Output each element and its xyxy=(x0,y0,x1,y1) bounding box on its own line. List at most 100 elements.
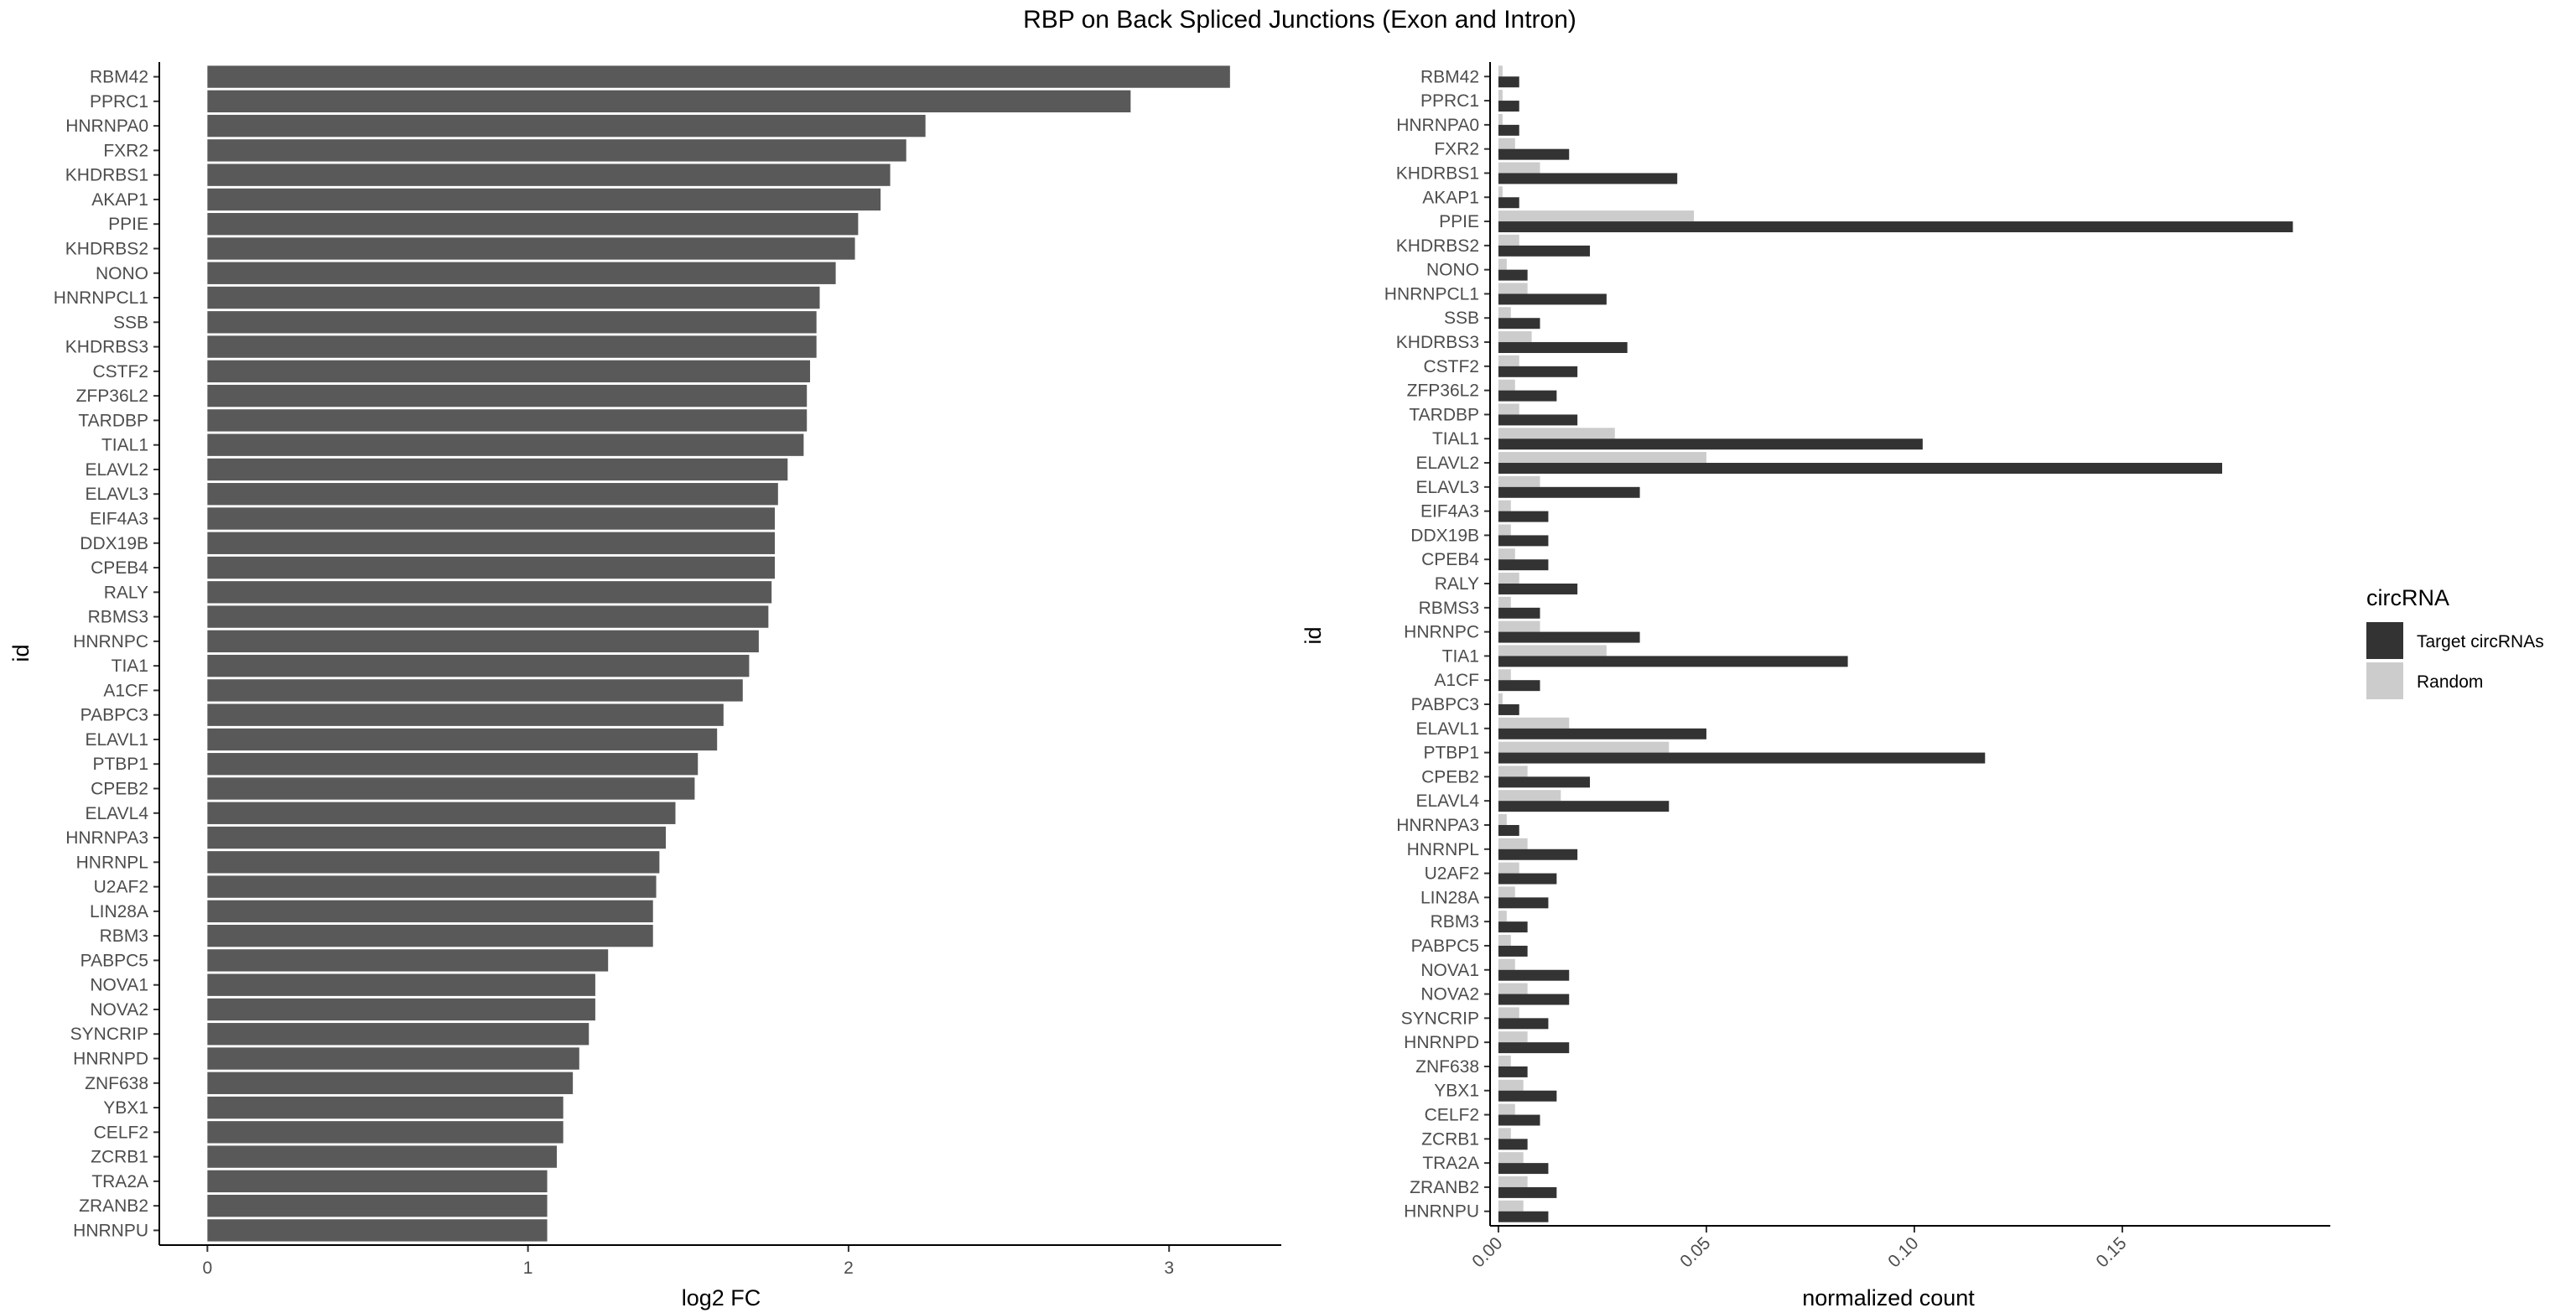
y-tick-label: CELF2 xyxy=(94,1123,148,1142)
bar-hnrnpa3 xyxy=(207,826,667,849)
bar-random-zfp36l2 xyxy=(1498,379,1515,391)
bar-eif4a3 xyxy=(207,507,775,530)
y-tick-label: CPEB2 xyxy=(1421,767,1479,786)
bar-target-khdrbs3 xyxy=(1498,342,1628,353)
bar-tia1 xyxy=(207,654,750,677)
y-tick-label: PPIE xyxy=(108,215,148,234)
bar-target-rbm3 xyxy=(1498,921,1528,933)
bar-random-ddx19b xyxy=(1498,524,1511,536)
bar-zfp36l2 xyxy=(207,384,808,407)
bar-target-tia1 xyxy=(1498,656,1848,667)
bar-target-cstf2 xyxy=(1498,366,1578,377)
y-tick-label: PTBP1 xyxy=(1423,744,1479,763)
y-tick-label: TIAL1 xyxy=(1432,429,1479,449)
y-tick-label: ELAVL1 xyxy=(86,730,149,750)
bar-target-ptbp1 xyxy=(1498,752,1986,764)
bar-target-zfp36l2 xyxy=(1498,390,1557,402)
bar-ssb xyxy=(207,311,817,334)
bar-target-fxr2 xyxy=(1498,148,1570,160)
y-tick-label: TIAL1 xyxy=(101,436,148,455)
x-tick-label: 0.05 xyxy=(1676,1233,1714,1271)
bar-target-hnrnpu xyxy=(1498,1211,1549,1222)
bar-elavl3 xyxy=(207,483,778,506)
bar-random-nono xyxy=(1498,258,1507,270)
y-tick-label: CSTF2 xyxy=(1423,357,1479,376)
bar-target-pprc1 xyxy=(1498,101,1519,112)
y-tick-label: TARDBP xyxy=(1409,405,1479,424)
y-tick-label: ZNF638 xyxy=(85,1074,148,1093)
y-tick-label: TRA2A xyxy=(91,1172,148,1191)
bar-random-elavl4 xyxy=(1498,790,1561,802)
legend: circRNA Target circRNAs Random xyxy=(2366,585,2544,699)
bar-target-elavl3 xyxy=(1498,486,1640,498)
y-tick-label: LIN28A xyxy=(1420,888,1479,907)
y-tick-label: EIF4A3 xyxy=(90,509,148,528)
y-tick-label: TRA2A xyxy=(1422,1154,1479,1173)
y-tick-label: FXR2 xyxy=(1434,140,1479,159)
bar-target-lin28a xyxy=(1498,897,1549,909)
bar-random-lin28a xyxy=(1498,886,1515,898)
bar-random-khdrbs3 xyxy=(1498,331,1532,343)
bar-target-khdrbs2 xyxy=(1498,245,1591,257)
bar-random-khdrbs1 xyxy=(1498,162,1540,174)
y-tick-label: FXR2 xyxy=(103,141,148,160)
bar-target-tra2a xyxy=(1498,1163,1549,1175)
bar-target-eif4a3 xyxy=(1498,511,1549,522)
bar-target-zranb2 xyxy=(1498,1186,1557,1198)
y-tick-label: RBM42 xyxy=(1420,67,1479,86)
y-tick-label: TARDBP xyxy=(78,411,148,430)
bar-target-ssb xyxy=(1498,318,1540,330)
bar-pprc1 xyxy=(207,90,1131,113)
y-tick-label: PPIE xyxy=(1439,212,1479,231)
bar-nono xyxy=(207,262,836,284)
bar-pabpc5 xyxy=(207,949,609,972)
bar-znf638 xyxy=(207,1072,574,1094)
y-tick-label: TIA1 xyxy=(1442,646,1479,666)
bar-hnrnpcl1 xyxy=(207,286,820,309)
bar-random-ybx1 xyxy=(1498,1079,1524,1091)
bar-elavl1 xyxy=(207,728,718,751)
bar-hnrnpd xyxy=(207,1047,579,1070)
y-tick-label: HNRNPU xyxy=(73,1221,148,1240)
y-tick-label: HNRNPD xyxy=(1404,1033,1479,1052)
bar-target-cpeb2 xyxy=(1498,776,1591,788)
y-tick-label: PABPC5 xyxy=(80,951,148,970)
bar-nova2 xyxy=(207,998,595,1021)
y-tick-label: HNRNPCL1 xyxy=(1384,284,1479,304)
x-tick-label: 0.10 xyxy=(1884,1233,1922,1271)
chart-title: RBP on Back Spliced Junctions (Exon and … xyxy=(1023,6,1576,34)
left-y-ticks: RBM42 PPRC1 HNRNPA0 FXR2 KHDRBS1 AKAP1 PPIE KHD… xyxy=(54,68,159,1240)
bar-target-elavl4 xyxy=(1498,801,1670,812)
y-tick-label: ZNF638 xyxy=(1415,1057,1479,1077)
bar-target-rbms3 xyxy=(1498,607,1540,619)
y-tick-label: PABPC5 xyxy=(1411,937,1479,956)
left-y-axis-title: id xyxy=(8,644,34,662)
y-tick-label: KHDRBS2 xyxy=(65,239,148,258)
bar-ppie xyxy=(207,213,859,236)
x-tick-label: 1 xyxy=(523,1259,533,1278)
bar-random-hnrnpc xyxy=(1498,620,1540,632)
y-tick-label: KHDRBS3 xyxy=(1396,333,1479,352)
bar-zcrb1 xyxy=(207,1145,558,1168)
y-tick-label: TIA1 xyxy=(112,656,148,676)
bar-target-rbm42 xyxy=(1498,76,1519,88)
y-tick-label: HNRNPU xyxy=(1404,1202,1479,1222)
bar-random-pabpc5 xyxy=(1498,935,1511,946)
right-x-ticks: 0.00 0.05 0.10 0.15 xyxy=(1468,1226,2131,1271)
bar-random-cpeb4 xyxy=(1498,548,1515,560)
bar-random-elavl2 xyxy=(1498,452,1706,464)
legend-swatch-random xyxy=(2366,662,2403,699)
y-tick-label: ELAVL3 xyxy=(1416,478,1480,497)
y-tick-label: NOVA1 xyxy=(1420,961,1479,980)
y-tick-label: A1CF xyxy=(103,681,148,700)
bar-target-elavl2 xyxy=(1498,463,2223,474)
bar-target-khdrbs1 xyxy=(1498,173,1678,184)
y-tick-label: HNRNPA3 xyxy=(65,828,148,848)
bar-target-hnrnpl xyxy=(1498,849,1578,860)
bar-target-hnrnpa3 xyxy=(1498,824,1519,836)
bar-target-pabpc5 xyxy=(1498,945,1528,957)
bar-fxr2 xyxy=(207,139,906,162)
y-tick-label: HNRNPA0 xyxy=(65,117,148,136)
bar-random-znf638 xyxy=(1498,1055,1511,1066)
y-tick-label: RBM42 xyxy=(90,68,148,87)
